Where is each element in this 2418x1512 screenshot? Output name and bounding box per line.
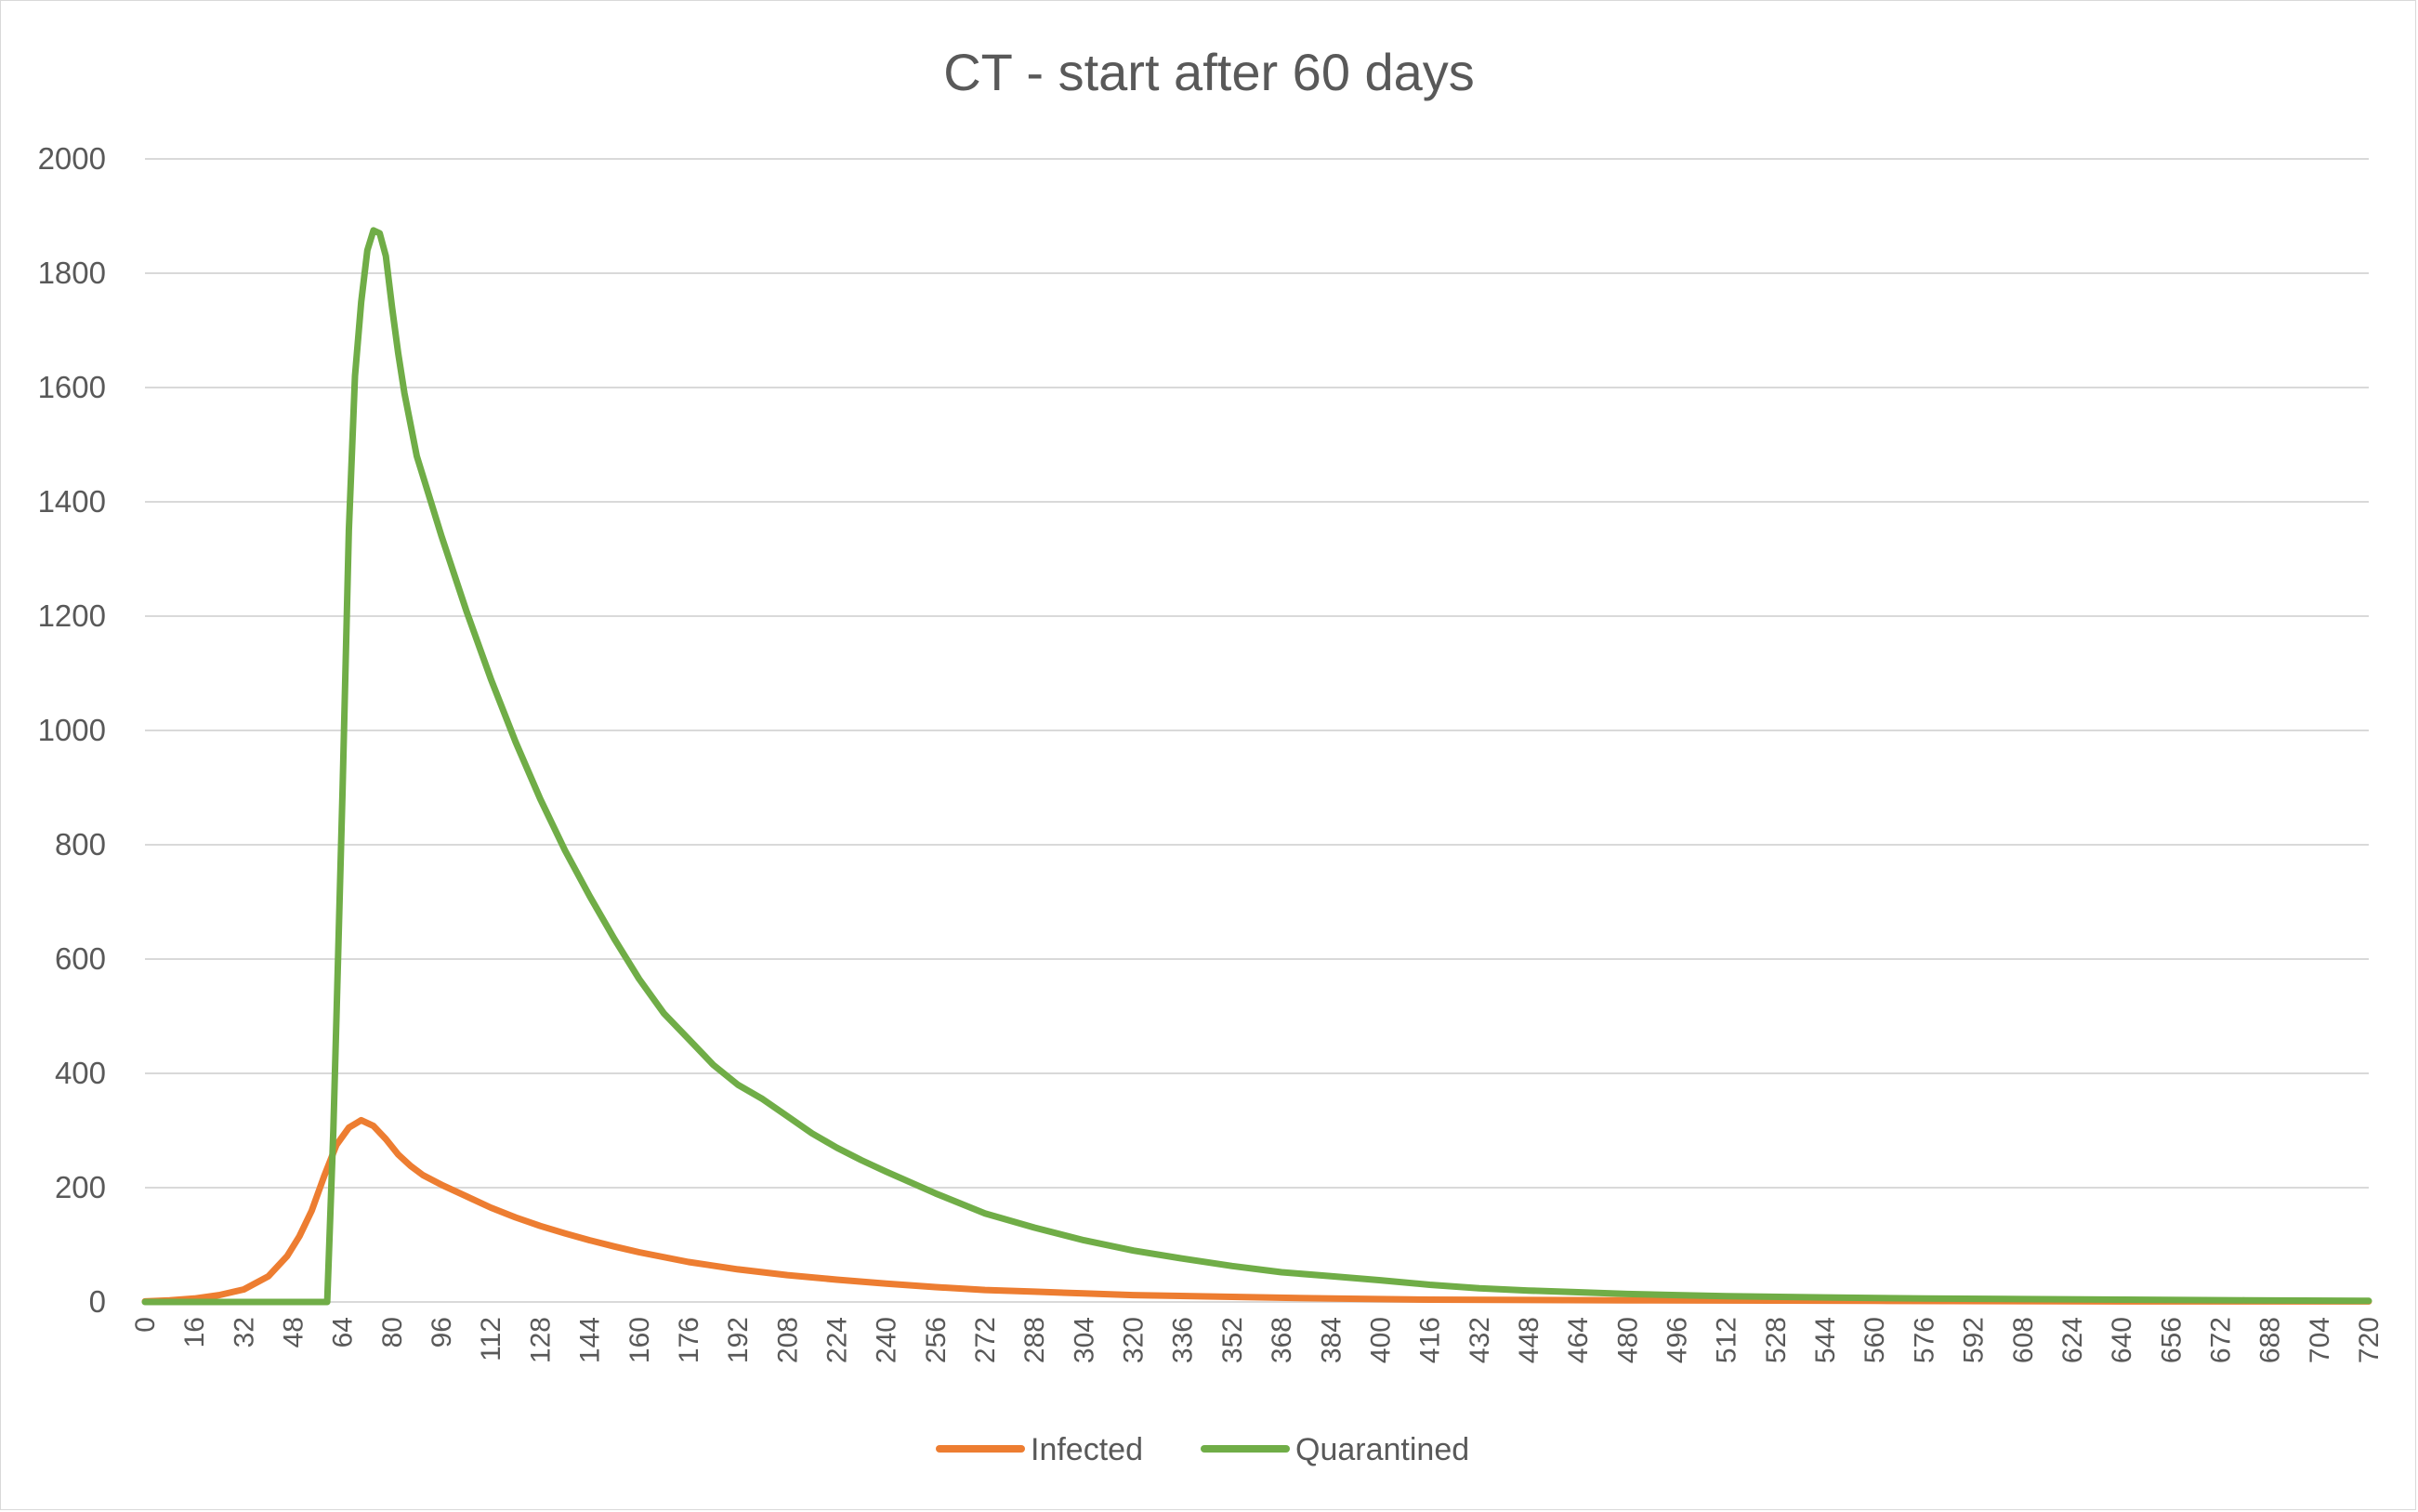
x-tick-label: 544 — [1810, 1317, 1841, 1363]
y-tick-label: 1800 — [38, 256, 106, 290]
x-tick-label: 624 — [2057, 1317, 2088, 1363]
x-tick-label: 448 — [1514, 1317, 1544, 1363]
x-tick-label: 432 — [1465, 1317, 1495, 1363]
x-tick-label: 352 — [1217, 1317, 1248, 1363]
y-tick-label: 1200 — [38, 598, 106, 633]
x-tick-label: 144 — [575, 1317, 606, 1363]
x-tick-label: 576 — [1909, 1317, 1939, 1363]
x-tick-label: 560 — [1859, 1317, 1890, 1363]
x-tick-label: 640 — [2107, 1317, 2137, 1363]
x-tick-label: 384 — [1316, 1317, 1347, 1363]
x-tick-label: 496 — [1662, 1317, 1693, 1363]
series-line-quarantined — [141, 227, 2372, 1306]
y-tick-label: 1400 — [38, 484, 106, 519]
x-tick-label: 160 — [624, 1317, 655, 1363]
series-lines — [141, 227, 2372, 1306]
x-tick-label: 528 — [1761, 1317, 1792, 1363]
x-tick-label: 720 — [2354, 1317, 2385, 1363]
x-tick-label: 608 — [2008, 1317, 2039, 1363]
y-tick-label: 0 — [89, 1284, 106, 1319]
x-tick-label: 208 — [772, 1317, 803, 1363]
x-tick-label: 96 — [427, 1317, 457, 1348]
x-tick-label: 64 — [328, 1317, 359, 1348]
series-line-infected — [141, 1116, 2372, 1305]
x-tick-label: 304 — [1069, 1317, 1099, 1363]
x-tick-label: 688 — [2255, 1317, 2286, 1363]
y-tick-label: 400 — [55, 1056, 106, 1090]
legend: Infected Quarantined — [936, 1432, 1469, 1467]
x-tick-label: 288 — [1019, 1317, 1050, 1363]
legend-label-quarantined: Quarantined — [1295, 1432, 1469, 1467]
x-tick-label: 128 — [525, 1317, 556, 1363]
x-tick-label: 704 — [2305, 1317, 2335, 1363]
y-tick-label: 1000 — [38, 713, 106, 747]
x-tick-label: 224 — [821, 1317, 852, 1363]
y-axis-ticks: 0 200 400 600 800 1000 1200 1400 1600 1800 2000 — [38, 141, 106, 1319]
y-tick-label: 1600 — [38, 370, 106, 404]
x-tick-label: 400 — [1365, 1317, 1396, 1363]
y-tick-label: 600 — [55, 941, 106, 976]
x-tick-label: 192 — [723, 1317, 754, 1363]
x-tick-label: 32 — [229, 1317, 259, 1348]
x-tick-label: 16 — [179, 1317, 210, 1348]
y-tick-label: 800 — [55, 827, 106, 861]
x-tick-label: 416 — [1415, 1317, 1446, 1363]
x-tick-label: 176 — [674, 1317, 704, 1363]
x-tick-label: 368 — [1267, 1317, 1297, 1363]
x-tick-label: 80 — [377, 1317, 408, 1348]
x-tick-label: 336 — [1168, 1317, 1199, 1363]
x-tick-label: 656 — [2156, 1317, 2187, 1363]
x-tick-label: 320 — [1119, 1317, 1150, 1363]
x-tick-label: 464 — [1563, 1317, 1594, 1363]
x-tick-label: 0 — [130, 1317, 161, 1333]
x-tick-label: 48 — [279, 1317, 309, 1348]
legend-label-infected: Infected — [1031, 1432, 1143, 1467]
gridlines — [145, 158, 2369, 1303]
x-tick-label: 256 — [921, 1317, 952, 1363]
y-tick-label: 200 — [55, 1170, 106, 1204]
chart-title: CT - start after 60 days — [943, 43, 1475, 101]
x-tick-label: 112 — [476, 1317, 506, 1361]
x-tick-label: 672 — [2205, 1317, 2236, 1363]
y-tick-label: 2000 — [38, 141, 106, 176]
x-tick-label: 512 — [1712, 1317, 1742, 1363]
x-tick-label: 592 — [1959, 1317, 1990, 1363]
x-tick-label: 480 — [1612, 1317, 1643, 1363]
x-tick-label: 240 — [872, 1317, 902, 1363]
x-axis-ticks: 0 16 32 48 64 80 96 112 128 144 160 176 192 208 224 240… — [130, 1317, 2385, 1363]
x-tick-label: 272 — [970, 1317, 1001, 1363]
